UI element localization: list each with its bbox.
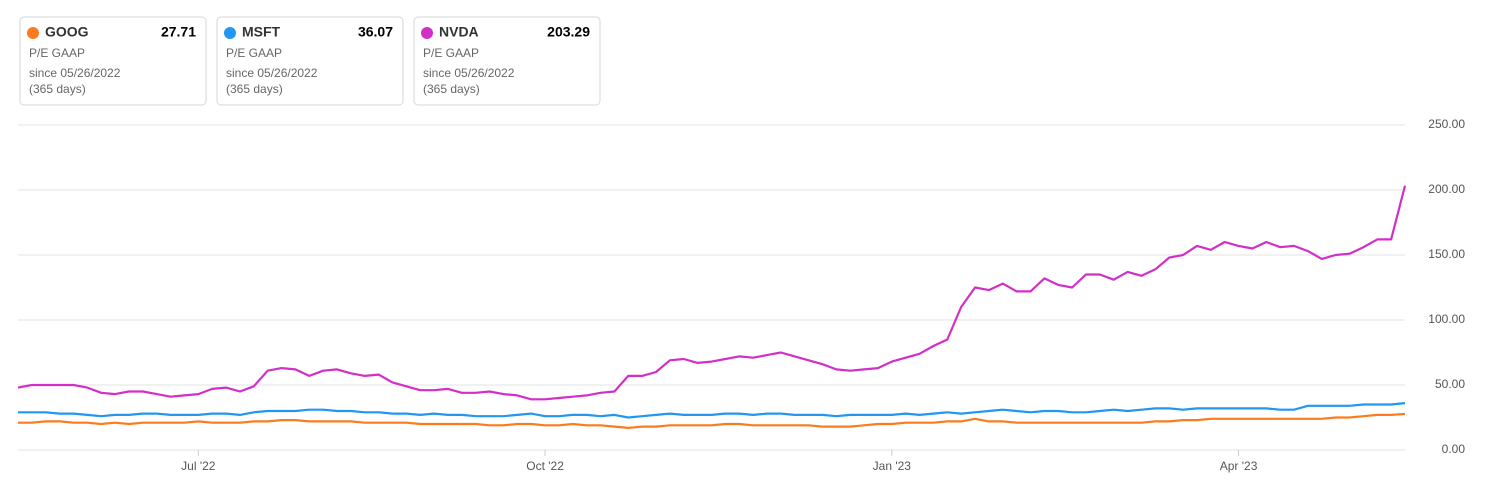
legend-value: 27.71 [161,24,196,40]
series-line [17,185,1407,401]
y-tick-label: 50.00 [1435,377,1465,391]
x-tick-label: Jan '23 [873,459,912,473]
legend-card[interactable] [19,16,207,106]
legend-dot [224,27,236,39]
legend-period: since 05/26/2022 [423,66,515,80]
legend-period-length: (365 days) [423,82,480,96]
legend-name: MSFT [242,24,281,40]
legend-period-length: (365 days) [29,82,86,96]
y-tick-label: 0.00 [1442,442,1466,456]
legend-name: GOOG [45,24,89,40]
y-tick-label: 150.00 [1428,247,1465,261]
legend-value: 36.07 [358,24,393,40]
legend-value: 203.29 [547,24,590,40]
x-tick-label: Oct '22 [526,459,564,473]
legend-card[interactable] [413,16,601,106]
legend-period: since 05/26/2022 [226,66,318,80]
legend-card[interactable] [216,16,404,106]
y-tick-label: 100.00 [1428,312,1465,326]
series-line [18,402,1406,419]
legend-dot [421,27,433,39]
legend-metric: P/E GAAP [423,46,479,60]
x-tick-label: Jul '22 [181,459,216,473]
legend-name: NVDA [439,24,479,40]
y-tick-label: 250.00 [1428,117,1465,131]
legend-metric: P/E GAAP [226,46,282,60]
legend-period-length: (365 days) [226,82,283,96]
y-tick-label: 200.00 [1428,182,1465,196]
x-tick-label: Apr '23 [1220,459,1258,473]
legend-metric: P/E GAAP [29,46,85,60]
legend-period: since 05/26/2022 [29,66,121,80]
legend-dot [27,27,39,39]
series-line [18,412,1406,429]
